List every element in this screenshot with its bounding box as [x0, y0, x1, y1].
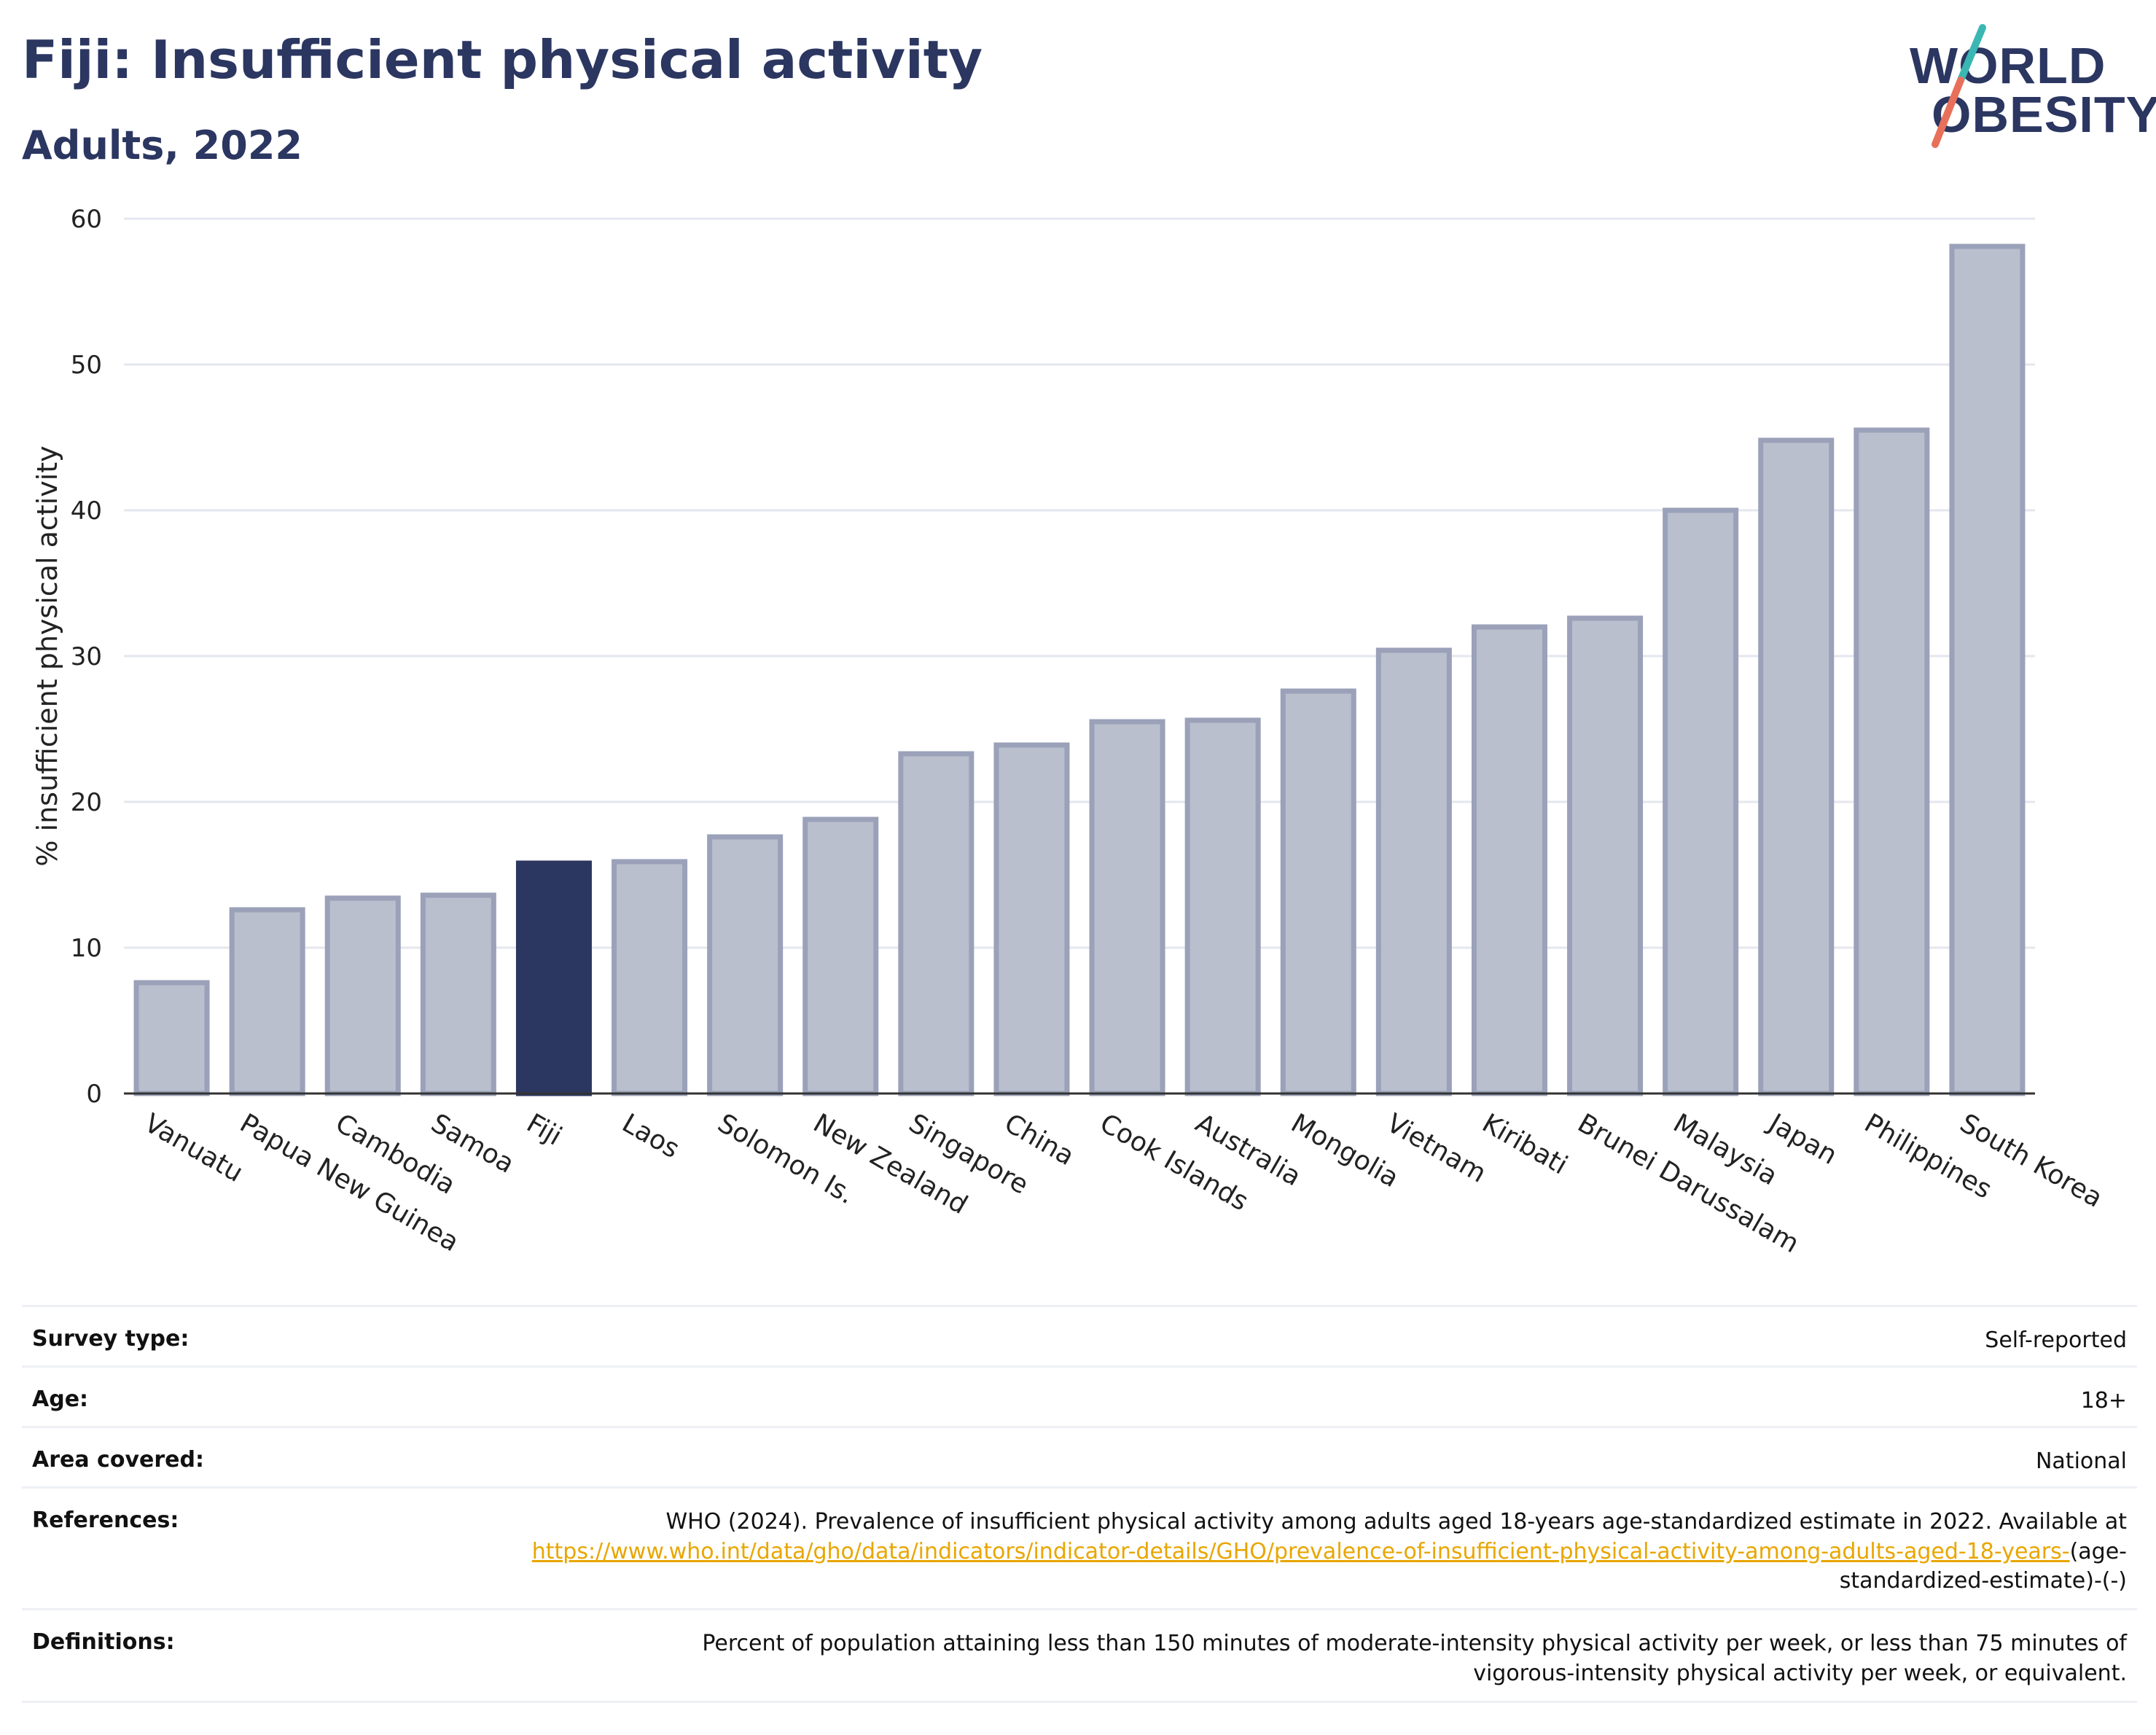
page-title: Fiji: Insufficient physical activity [22, 29, 983, 90]
bar-solomon-is- [707, 834, 784, 1096]
meta-row-survey-type: Survey type: Self-reported [22, 1305, 2137, 1365]
logo-slash-icon [1932, 24, 1986, 148]
references-suffix: (age-standardized-estimate)-(-) [1839, 1538, 2127, 1594]
bar-vanuatu [133, 980, 210, 1096]
bar-china [993, 742, 1070, 1096]
x-tick-label: Mongolia [1286, 1108, 1404, 1193]
bar-fiji [515, 860, 592, 1096]
bar-south-korea [1949, 243, 2026, 1096]
references-value: WHO (2024). Prevalence of insufficient p… [523, 1508, 2127, 1608]
y-tick-label: 20 [71, 788, 102, 817]
definitions-value: Percent of population attaining less tha… [702, 1631, 2127, 1686]
x-tick-label: Laos [617, 1108, 684, 1164]
bar-kiribati [1471, 624, 1547, 1096]
x-tick-label: Vanuatu [139, 1108, 248, 1188]
x-tick-label: Fiji [521, 1108, 566, 1152]
bar-australia [1184, 717, 1261, 1096]
meta-row-definitions: Definitions: Percent of population attai… [22, 1608, 2137, 1703]
logo-line-2: OBESITY [1932, 86, 2156, 143]
bar-laos [612, 859, 688, 1096]
y-tick-label: 60 [71, 205, 102, 234]
y-axis-ticks: 0 10 20 30 40 50 60 [71, 205, 102, 1109]
area-label: Area covered: [32, 1447, 204, 1473]
y-tick-label: 40 [71, 496, 102, 526]
references-label: References: [32, 1508, 179, 1533]
definitions-label: Definitions: [32, 1629, 175, 1655]
meta-row-age: Age: 18+ [22, 1365, 2137, 1426]
y-axis-label: % insufficient physical activity [31, 445, 63, 866]
gridlines [124, 217, 2035, 949]
meta-row-area: Area covered: National [22, 1426, 2137, 1486]
bar-papua-new-guinea [229, 907, 305, 1096]
bar-philippines [1854, 427, 1930, 1096]
bar-vietnam [1375, 647, 1452, 1096]
metadata-table: Survey type: Self-reported Age: 18+ Area… [22, 1305, 2137, 1703]
bar-samoa [420, 892, 496, 1096]
bar-brunei-darussalam [1567, 615, 1644, 1096]
world-obesity-logo: WORLD OBESITY [1895, 22, 2156, 153]
y-tick-label: 50 [71, 351, 102, 380]
references-text: WHO (2024). Prevalence of insufficient p… [665, 1509, 2127, 1535]
y-tick-label: 30 [71, 642, 102, 671]
bar-new-zealand [802, 816, 879, 1096]
bar-cook-islands [1089, 719, 1165, 1096]
bar-cambodia [324, 895, 401, 1096]
logo-line-1: WORLD [1910, 37, 2106, 94]
page-subtitle: Adults, 2022 [22, 122, 302, 168]
x-tick-label: Kiribati [1477, 1108, 1572, 1180]
y-tick-label: 10 [71, 934, 102, 963]
area-value: National [2035, 1449, 2127, 1474]
meta-row-references: References: WHO (2024). Prevalence of in… [22, 1486, 2137, 1608]
bar-japan [1758, 437, 1835, 1096]
bar-singapore [898, 751, 975, 1096]
bar-malaysia [1663, 507, 1739, 1096]
bars [133, 243, 2026, 1096]
references-link[interactable]: https://www.who.int/data/gho/data/indica… [531, 1538, 2070, 1564]
y-tick-label: 0 [86, 1080, 102, 1109]
age-label: Age: [32, 1387, 89, 1412]
survey-type-value: Self-reported [1985, 1327, 2127, 1353]
survey-type-label: Survey type: [32, 1326, 190, 1352]
age-value: 18+ [2080, 1388, 2127, 1414]
bar-mongolia [1280, 688, 1356, 1096]
